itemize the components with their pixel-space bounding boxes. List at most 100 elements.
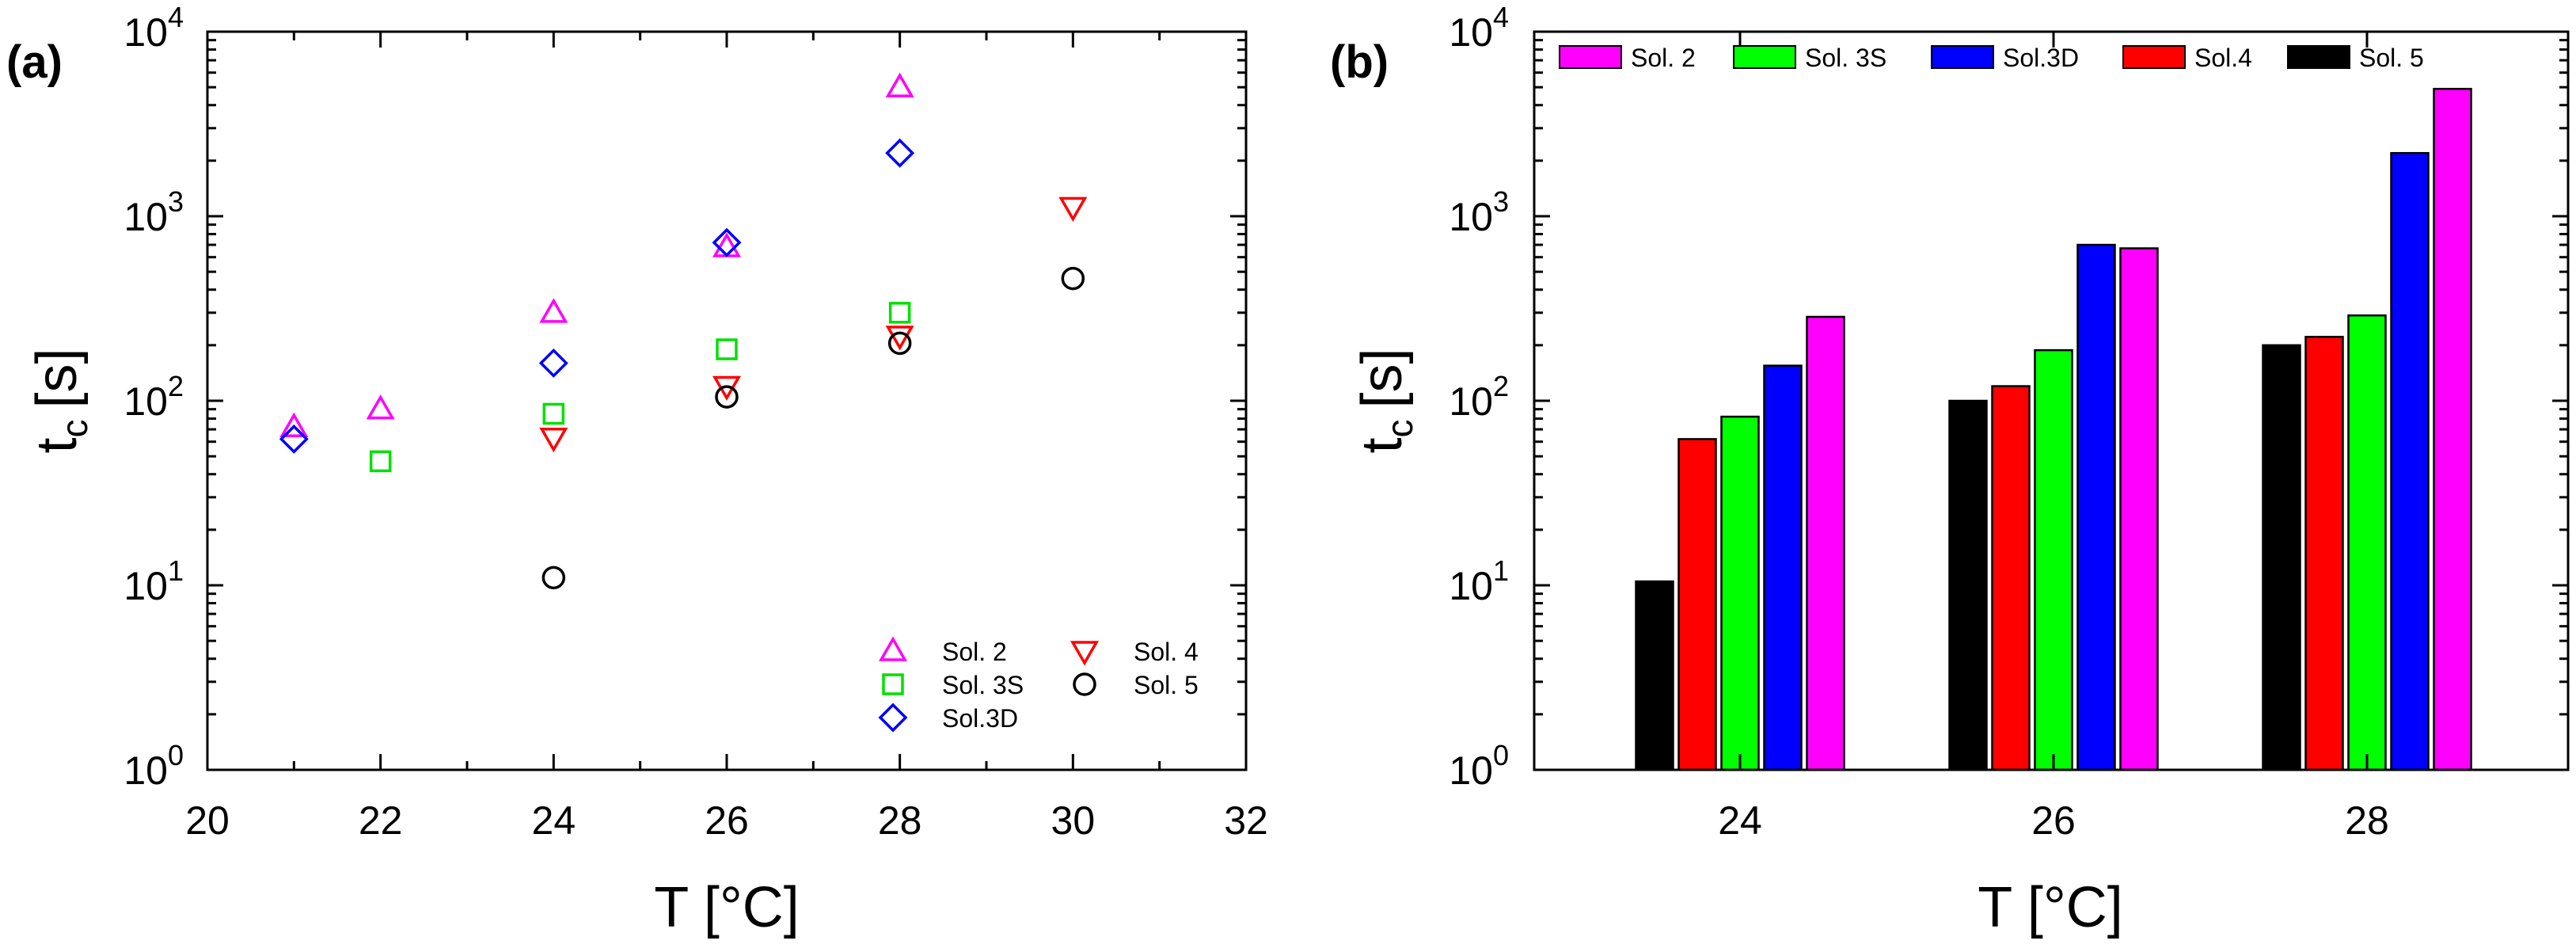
panel-b-y-tick-base-1: 10 — [1449, 564, 1493, 608]
point-sol2-2-shape — [539, 298, 568, 323]
bar-sol3d-26 — [2076, 243, 2116, 771]
point-sol3s-2-shape — [716, 338, 738, 360]
point-sol5-1-shape — [715, 385, 739, 409]
panel-a-legend-item-sol3d: Sol.3D — [878, 703, 1018, 733]
point-sol5-1 — [715, 385, 739, 409]
panel-a-y-tick-exp-2: 2 — [168, 370, 184, 402]
bar-sol4-26 — [1991, 385, 2031, 771]
panel-a-data-points — [279, 72, 1088, 590]
panel-b-y-tick-exp-0: 0 — [1493, 739, 1509, 771]
panel-a-legend-item-sol4: Sol. 4 — [1070, 638, 1199, 666]
panel-a-legend: Sol. 2 Sol. 3S Sol.3D Sol. 4 Sol. 5 — [878, 636, 1199, 733]
point-sol3d-0 — [279, 424, 309, 454]
panel-b-y-tick-label-4: 104 — [1449, 1, 1509, 55]
panel-a-y-tick-label-4: 104 — [123, 1, 184, 55]
panel-a-y-tick-label-3: 103 — [123, 185, 184, 239]
point-sol3s-0 — [369, 450, 392, 473]
legend-label-sol3d: Sol.3D — [942, 704, 1018, 733]
panel-b-y-tick-exp-1: 1 — [1493, 554, 1509, 587]
panel-b-bars — [1635, 87, 2472, 771]
legend-swatch-sol2 — [1559, 45, 1622, 69]
legend-marker-sol5 — [1073, 672, 1096, 696]
point-sol4-3 — [1058, 196, 1088, 223]
panel-a-y-tick-label-2: 102 — [123, 370, 184, 424]
legend-label-sol3s: Sol. 3S — [942, 671, 1024, 699]
legend-symbol-sol5-shape — [1073, 672, 1096, 696]
panel-b-y-tick-label-0: 100 — [1449, 739, 1509, 793]
bar-sol5-28 — [2262, 344, 2301, 771]
point-sol3s-1 — [542, 402, 565, 425]
panel-b-x-tick-label-1: 26 — [2031, 798, 2076, 843]
panel-a-legend-item-sol2: Sol. 2 — [878, 636, 1007, 666]
point-sol4-2-shape — [885, 326, 914, 351]
legend-symbol-sol3s — [882, 673, 904, 695]
panel-a-y-tick-label-1: 101 — [123, 554, 184, 608]
panel-a-y-tick-exp-0: 0 — [168, 739, 184, 771]
panel-a-x-tick-label-2: 24 — [532, 798, 576, 843]
point-sol3s-0-shape — [369, 450, 392, 473]
point-sol3d-2 — [712, 227, 742, 257]
point-sol2-4-shape — [885, 72, 914, 97]
panel-b-ylabel-unit: [s] — [1351, 348, 1414, 408]
bar-sol2-26 — [2119, 247, 2159, 771]
legend-marker-sol3s — [882, 673, 904, 695]
panel-a-x-tick-label-4: 28 — [878, 798, 922, 843]
legend-symbol-sol4-shape — [1070, 641, 1100, 666]
panel-a-ylabel-sub: c — [54, 420, 95, 438]
panel-a-legend-item-sol3s: Sol. 3S — [882, 671, 1024, 699]
panel-a-x-tick-label-1: 22 — [359, 798, 403, 843]
point-sol5-2-shape — [887, 331, 912, 356]
panel-a-x-tick-label-0: 20 — [185, 798, 230, 843]
panel-a-y-tick-base-1: 10 — [123, 564, 168, 608]
panel-b-y-tick-label-1: 101 — [1449, 554, 1509, 608]
panel-b-label: (b) — [1330, 36, 1389, 88]
point-sol3d-1-shape — [538, 348, 568, 378]
panel-a-ylabel-main: t — [25, 438, 89, 454]
legend-marker-sol2 — [878, 636, 908, 661]
point-sol4-3-shape — [1058, 196, 1088, 223]
bar-sol3s-28 — [2347, 314, 2387, 771]
panel-b-legend-item-sol5: Sol. 5 — [2287, 44, 2424, 72]
legend-label-b-sol4: Sol.4 — [2194, 44, 2252, 72]
bar-sol3d-24 — [1763, 364, 1803, 771]
panel-b-y-tick-label-3: 103 — [1449, 185, 1509, 239]
panel-a-x-tick-label-5: 30 — [1051, 798, 1096, 843]
point-sol2-4 — [885, 72, 914, 97]
point-sol5-0-shape — [541, 565, 566, 590]
legend-symbol-sol2-shape — [878, 636, 908, 661]
panel-b-y-tick-base-3: 10 — [1449, 195, 1493, 239]
panel-b-y-tick-label-2: 102 — [1449, 370, 1509, 424]
panel-b-ylabel-sub: c — [1379, 420, 1420, 438]
bar-sol2-28 — [2433, 87, 2472, 771]
panel-b-legend-item-sol4: Sol.4 — [2122, 44, 2252, 72]
point-sol4-0-shape — [539, 428, 568, 453]
panel-a-y-tick-exp-4: 4 — [168, 1, 184, 33]
panel-b-y-axis-title-text: tc [s] — [1351, 348, 1420, 453]
point-sol2-0 — [279, 412, 309, 437]
panel-b-legend-item-sol2: Sol. 2 — [1559, 44, 1696, 72]
panel-b-ylabel-main: t — [1351, 438, 1414, 454]
point-sol3d-2-shape — [712, 227, 742, 257]
panel-a-ticks — [206, 32, 1248, 770]
point-sol3d-0-shape — [279, 424, 309, 454]
legend-marker-sol4 — [1070, 641, 1100, 666]
point-sol5-3 — [1061, 266, 1085, 291]
point-sol3d-1 — [538, 348, 568, 378]
legend-label-b-sol2: Sol. 2 — [1631, 44, 1696, 72]
panel-b-y-axis-title: tc [s] — [1351, 348, 1420, 453]
panel-a-y-axis-title: tc [s] — [25, 348, 95, 453]
legend-label-b-sol3d: Sol.3D — [2003, 44, 2079, 72]
legend-symbol-sol2 — [878, 636, 908, 661]
point-sol3d-3 — [885, 138, 915, 168]
point-sol5-3-shape — [1061, 266, 1085, 291]
legend-swatch-sol5 — [2287, 45, 2350, 69]
point-sol3s-3-shape — [888, 302, 911, 324]
panel-a-x-tick-label-6: 32 — [1224, 798, 1268, 843]
point-sol3s-3 — [888, 302, 911, 324]
panel-b-ticks — [1534, 32, 2568, 770]
bar-sol5-26 — [1948, 399, 1988, 771]
legend-swatch-sol3s — [1733, 45, 1796, 69]
